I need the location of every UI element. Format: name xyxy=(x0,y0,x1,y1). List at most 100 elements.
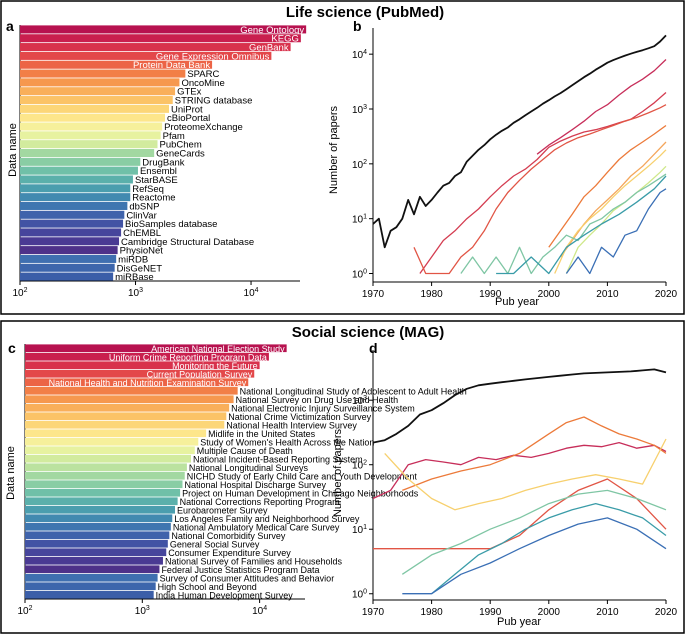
bar-label: National Corrections Reporting Program xyxy=(180,497,340,507)
social-science-title: Social science (MAG) xyxy=(292,324,445,341)
bar xyxy=(20,104,170,113)
series-line xyxy=(384,438,667,511)
bar xyxy=(25,386,238,395)
line-x-tick-label: 1980 xyxy=(420,289,443,300)
bar xyxy=(25,361,260,370)
bar xyxy=(25,522,171,531)
bar xyxy=(25,378,249,387)
bar-label: Protein Data Bank xyxy=(133,60,210,71)
series-line xyxy=(559,141,667,258)
bar-label: DrugBank xyxy=(142,157,184,168)
panel-b-letter: b xyxy=(353,18,362,34)
bar xyxy=(20,148,155,158)
series-line xyxy=(496,175,667,275)
bar xyxy=(20,157,141,166)
bar-label: India Human Development Survey xyxy=(156,590,294,600)
series-line xyxy=(373,478,667,550)
bar-label: National Hospital Discharge Survey xyxy=(184,480,326,490)
bar-label: Gene Expression Omnibus xyxy=(156,51,270,62)
bar-label: Gene Ontology xyxy=(240,25,304,36)
bar-label: American National Election Study xyxy=(151,344,285,354)
bar-label: Federal Justice Statistics Program Data xyxy=(161,565,319,575)
bar-label: Eurobarometer Survey xyxy=(177,505,268,515)
series-line xyxy=(431,502,667,595)
line-x-tick-label: 2010 xyxy=(596,607,619,618)
series-line xyxy=(565,165,667,274)
panel-c-ylabel: Data name xyxy=(5,446,17,500)
bar-label: PubChem xyxy=(160,140,202,151)
bar-label: National Survey on Drug Use and Health xyxy=(236,395,399,405)
line-x-tick-label: 2000 xyxy=(538,289,561,300)
bar-label: High School and Beyond xyxy=(158,582,257,592)
bar xyxy=(20,113,166,122)
bar xyxy=(20,237,120,246)
line-x-tick-label: 1980 xyxy=(420,607,443,618)
line-y-tick-label: 100 xyxy=(352,589,367,601)
bar-label: Los Angeles Family and Neighborhood Surv… xyxy=(174,514,360,524)
bar xyxy=(20,228,122,237)
bar xyxy=(25,480,183,489)
bar-x-tick-label: 102 xyxy=(12,287,27,299)
bar xyxy=(25,463,187,472)
bar-label: KEGG xyxy=(271,34,298,45)
series-line xyxy=(565,188,667,275)
bar xyxy=(25,556,163,565)
series-line xyxy=(372,368,667,444)
bar-label: miRDB xyxy=(118,254,148,265)
social-science-frame xyxy=(0,320,685,634)
bar-label: Uniform Crime Reporting Program Data xyxy=(109,352,267,362)
bar xyxy=(25,548,167,557)
bar xyxy=(20,219,124,228)
panel-d-ylabel: Number of papers xyxy=(332,428,344,517)
bar-label: StarBASE xyxy=(135,175,178,186)
line-x-tick-label: 2020 xyxy=(655,289,678,300)
series-line xyxy=(401,489,667,575)
panel-a-ylabel: Data name xyxy=(7,123,19,177)
bar-label: ClinVar xyxy=(126,210,156,221)
line-chart-b: 1970 1980 1990 2000 2010 2020 100 101 102 103 104 xyxy=(352,28,678,300)
panel-c-letter: c xyxy=(8,340,16,356)
bar xyxy=(25,471,185,480)
bar xyxy=(25,565,160,574)
bar-label: SPARC xyxy=(187,69,219,80)
bar xyxy=(20,96,173,105)
bar xyxy=(25,403,230,412)
bar-label: National Health and Nutrition Examinatio… xyxy=(49,378,247,388)
bar-label: National Crime Victimization Survey xyxy=(228,412,371,422)
bar-label: BioSamples database xyxy=(125,219,217,230)
bar xyxy=(20,184,131,193)
line-x-tick-label: 1990 xyxy=(479,607,502,618)
panel-b-ylabel: Number of papers xyxy=(328,105,340,194)
line-x-tick-label: 2020 xyxy=(655,607,678,618)
panel-a-letter: a xyxy=(6,18,14,34)
bar-label: OncoMine xyxy=(181,78,224,89)
bar xyxy=(25,505,176,514)
bar-label: Study of Women's Health Across the Natio… xyxy=(200,437,374,447)
line-x-tick-label: 2000 xyxy=(538,607,561,618)
life-science-title: Life science (PubMed) xyxy=(286,4,444,21)
panel-d-letter: d xyxy=(369,340,378,356)
series-line xyxy=(402,416,667,492)
line-x-tick-label: 1990 xyxy=(479,289,502,300)
bar xyxy=(25,446,195,455)
line-y-tick-label: 102 xyxy=(352,460,367,472)
bar xyxy=(25,437,199,446)
bar-chart-c: American National Election StudyUniform … xyxy=(17,344,466,617)
bar-label: cBioPortal xyxy=(167,113,210,124)
line-y-tick-label: 101 xyxy=(352,524,367,536)
bar-label: National Survey of Families and Househol… xyxy=(165,556,343,566)
bar xyxy=(20,201,128,210)
bar xyxy=(20,210,125,219)
bar xyxy=(25,539,168,548)
line-y-tick-label: 101 xyxy=(352,214,367,226)
bar xyxy=(25,395,234,404)
bar-x-tick-label: 102 xyxy=(17,605,32,617)
bar xyxy=(20,78,180,87)
bar xyxy=(25,497,178,506)
bar-label: Ensembl xyxy=(140,166,177,177)
bar xyxy=(20,131,161,140)
bar xyxy=(20,193,131,202)
bar xyxy=(25,420,225,429)
line-y-tick-label: 104 xyxy=(352,49,367,61)
